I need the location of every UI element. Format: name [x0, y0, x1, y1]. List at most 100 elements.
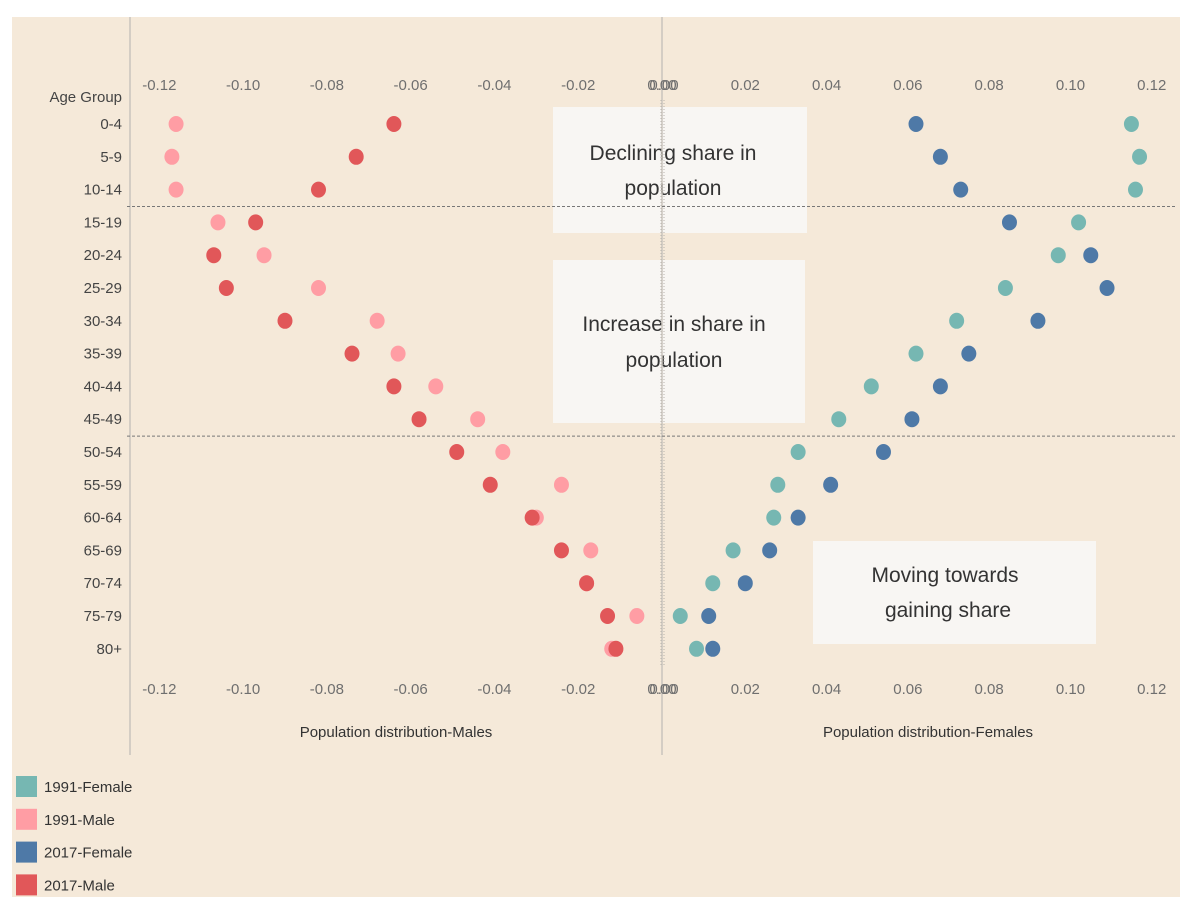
tick-label-females-top: 0.04	[812, 77, 841, 94]
point-2017-male	[206, 247, 222, 264]
point-1991-male	[168, 181, 184, 198]
annotation-increase-line2: population	[626, 349, 723, 372]
axes-layer: Age Group Population distribution-Males …	[49, 17, 1033, 755]
tick-label-females-bottom: 0.10	[1056, 681, 1085, 698]
age-group-label: 70-74	[84, 575, 122, 592]
age-group-label: 25-29	[84, 280, 122, 297]
point-1991-male	[470, 411, 486, 428]
point-2017-male	[218, 280, 234, 296]
age-group-label: 50-54	[84, 444, 122, 461]
point-1991-male	[495, 444, 511, 460]
tick-label-males-bottom: -0.06	[394, 681, 428, 698]
tick-label-females-top: 0.02	[731, 77, 760, 94]
point-2017-male	[482, 476, 498, 493]
legend-swatch-2017-male	[16, 874, 37, 896]
annotation-increase-line1: Increase in share in	[582, 313, 765, 336]
point-2017-male	[524, 509, 540, 526]
point-1991-male	[164, 148, 180, 165]
age-group-label: 55-59	[84, 477, 122, 494]
point-1991-female	[1071, 214, 1087, 231]
point-2017-female	[823, 476, 839, 493]
age-group-label: 35-39	[84, 346, 122, 363]
point-1991-male	[256, 247, 272, 264]
tick-label-females-top: 0.06	[893, 77, 922, 94]
point-2017-female	[953, 181, 969, 198]
tick-label-males-bottom: -0.04	[477, 681, 511, 698]
point-1991-male	[311, 280, 327, 296]
point-1991-female	[1132, 148, 1148, 165]
point-1991-female	[725, 542, 741, 559]
tick-label-females-top: 0.08	[975, 77, 1004, 94]
legend-label-1991-male: 1991-Male	[44, 812, 115, 829]
tick-label-males-bottom: -0.02	[561, 681, 595, 698]
tick-label-males-top: -0.02	[561, 77, 595, 94]
point-1991-female	[908, 345, 924, 362]
point-1991-female	[1127, 181, 1143, 198]
age-group-label: 75-79	[84, 608, 122, 625]
x-axis-title-females: Population distribution-Females	[823, 724, 1033, 741]
point-2017-male	[386, 116, 402, 132]
point-1991-female	[672, 608, 688, 624]
age-group-label: 15-19	[84, 214, 122, 231]
point-1991-female	[689, 640, 705, 657]
tick-label-males-bottom: -0.12	[142, 681, 176, 698]
tick-labels: -0.12 -0.12 -0.10 -0.10 -0.08 -0.08 -0.06 -0.06…	[142, 77, 1166, 698]
point-2017-female	[790, 509, 806, 526]
data-points	[164, 116, 1148, 657]
point-2017-female	[1001, 214, 1017, 231]
point-1991-male	[168, 116, 184, 132]
point-2017-male	[248, 214, 264, 231]
point-2017-male	[344, 345, 360, 362]
point-2017-female	[875, 444, 891, 460]
category-labels: 0-4 5-9 10-14 15-19 20-24 25-29 30-34 35-39 40-4…	[84, 116, 123, 658]
point-2017-female	[1083, 247, 1099, 264]
tick-label-females-bottom: 0.02	[731, 681, 760, 698]
point-2017-female	[1030, 312, 1046, 329]
point-1991-female	[1050, 247, 1066, 264]
age-group-label: 40-44	[84, 378, 122, 395]
tick-label-males-top: -0.06	[394, 77, 428, 94]
point-2017-male	[277, 312, 293, 329]
point-1991-female	[1123, 116, 1139, 132]
point-1991-female	[770, 476, 786, 493]
tick-label-females-bottom: 0.04	[812, 681, 841, 698]
tick-label-females-top: 0.00	[649, 77, 678, 94]
point-2017-female	[762, 542, 778, 559]
x-axis-title-males: Population distribution-Males	[300, 724, 493, 741]
point-2017-female	[904, 411, 920, 428]
age-group-label: 65-69	[84, 542, 122, 559]
legend-swatch-1991-male	[16, 808, 37, 830]
legend-label-2017-female: 2017-Female	[44, 845, 132, 862]
annotation-layer: Declining share in population Increase i…	[553, 107, 1096, 644]
tick-label-males-top: -0.12	[142, 77, 176, 94]
point-2017-female	[932, 378, 948, 395]
tick-label-males-top: -0.04	[477, 77, 511, 94]
age-group-label: 60-64	[84, 510, 122, 527]
legend: 1991-Female 1991-Male 2017-Female 2017-Male	[16, 776, 132, 896]
legend-label-1991-female: 1991-Female	[44, 779, 132, 796]
point-2017-female	[701, 608, 717, 624]
point-2017-male	[600, 608, 616, 624]
age-group-label: 80+	[97, 641, 123, 658]
annotation-box-increase	[553, 260, 805, 423]
point-1991-male	[553, 476, 569, 493]
annotation-box-declining	[553, 107, 807, 233]
tick-label-females-top: 0.12	[1137, 77, 1166, 94]
point-2017-female	[1099, 280, 1115, 296]
age-group-label: 20-24	[84, 247, 122, 264]
tick-label-males-top: -0.08	[310, 77, 344, 94]
age-group-label: 45-49	[84, 411, 122, 428]
tick-label-females-bottom: 0.06	[893, 681, 922, 698]
point-2017-male	[411, 411, 427, 428]
age-group-label: 5-9	[100, 149, 122, 166]
point-2017-male	[608, 640, 624, 657]
point-2017-male	[311, 181, 327, 198]
point-2017-male	[348, 148, 364, 165]
annotation-gaining-line2: gaining share	[885, 599, 1011, 622]
point-2017-female	[737, 575, 753, 592]
point-2017-female	[961, 345, 977, 362]
point-2017-female	[705, 640, 721, 657]
point-1991-female	[997, 280, 1013, 296]
point-2017-male	[553, 542, 569, 559]
